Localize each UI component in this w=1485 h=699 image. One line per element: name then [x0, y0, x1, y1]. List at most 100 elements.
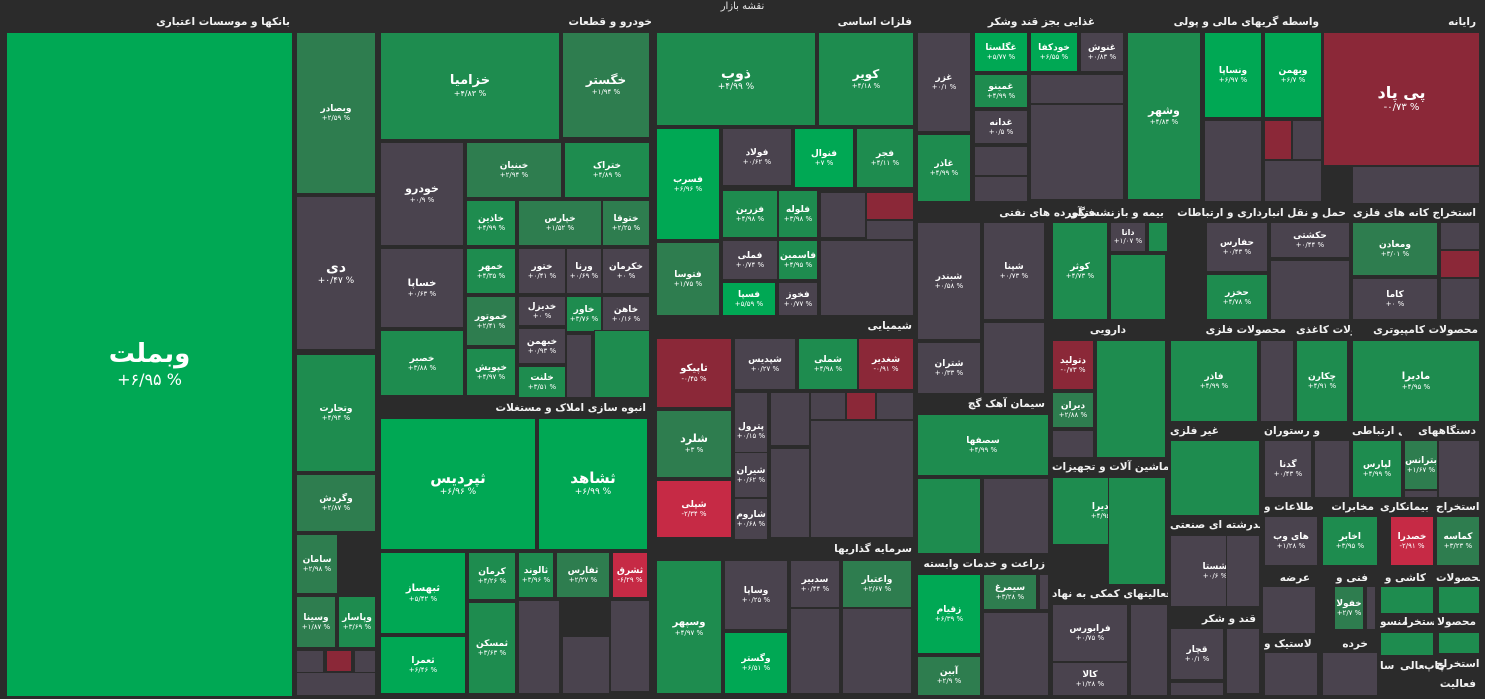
- stock-tile[interactable]: [820, 192, 866, 238]
- stock-tile[interactable]: [866, 192, 914, 220]
- stock-tile[interactable]: خفولا +۲/۷ %: [1334, 586, 1364, 630]
- stock-tile[interactable]: [770, 392, 810, 446]
- stock-tile[interactable]: [1052, 430, 1094, 458]
- stock-tile[interactable]: فاسمین +۴/۹۵ %: [778, 240, 818, 280]
- stock-tile[interactable]: غدانه +۰/۵ %: [974, 110, 1028, 144]
- stock-tile[interactable]: شاروم +۰/۶۸ %: [734, 498, 768, 540]
- stock-tile[interactable]: [1039, 574, 1049, 610]
- stock-tile[interactable]: فلوله +۳/۹۸ %: [778, 190, 818, 238]
- stock-tile[interactable]: [1270, 260, 1350, 320]
- stock-tile[interactable]: [1170, 682, 1224, 696]
- stock-tile[interactable]: خلنت +۳/۵۱ %: [518, 366, 566, 398]
- stock-tile[interactable]: [1108, 477, 1166, 585]
- stock-tile[interactable]: [1130, 604, 1168, 696]
- stock-tile[interactable]: [1110, 254, 1166, 320]
- stock-tile[interactable]: خصبر +۳/۸۸ %: [380, 330, 464, 396]
- stock-tile[interactable]: ختوقا +۲/۲۵ %: [602, 200, 650, 246]
- stock-tile[interactable]: سامان +۲/۹۸ %: [296, 534, 338, 594]
- stock-tile[interactable]: [983, 478, 1049, 554]
- stock-tile[interactable]: [983, 322, 1045, 394]
- stock-tile[interactable]: [1264, 120, 1292, 160]
- stock-tile[interactable]: دانا +۱/۰۷ %: [1110, 222, 1146, 252]
- stock-tile[interactable]: پی پاد -۰/۷۳ %: [1323, 32, 1480, 166]
- stock-tile[interactable]: ثمسکن +۳/۶۳ %: [468, 602, 516, 694]
- stock-tile[interactable]: [518, 600, 560, 694]
- stock-tile[interactable]: خبهمن +۰/۹۳ %: [518, 328, 566, 364]
- stock-tile[interactable]: شیران +۰/۶۲ %: [734, 452, 768, 498]
- stock-tile[interactable]: [1226, 535, 1260, 607]
- stock-tile[interactable]: قچار +۰/۱ %: [1170, 628, 1224, 680]
- stock-tile[interactable]: شغدیر -۰/۹۱ %: [858, 338, 914, 390]
- stock-tile[interactable]: وشهر +۴/۸۴ %: [1127, 32, 1201, 200]
- stock-tile[interactable]: [1438, 440, 1480, 498]
- stock-tile[interactable]: وگردش +۲/۸۷ %: [296, 474, 376, 532]
- stock-tile[interactable]: [1314, 440, 1350, 498]
- stock-tile[interactable]: بترانس +۱/۶۷ %: [1404, 440, 1438, 490]
- stock-tile[interactable]: خزامیا +۴/۸۳ %: [380, 32, 560, 140]
- stock-tile[interactable]: [1352, 166, 1480, 204]
- stock-tile[interactable]: [917, 478, 981, 554]
- stock-tile[interactable]: دی +۰/۴۷ %: [296, 196, 376, 350]
- stock-tile[interactable]: حخزر +۴/۷۸ %: [1206, 274, 1268, 320]
- stock-tile[interactable]: خساپا +۰/۶۳ %: [380, 248, 464, 328]
- stock-tile[interactable]: غزر +۰/۱ %: [917, 32, 971, 132]
- stock-tile[interactable]: [842, 608, 912, 694]
- stock-tile[interactable]: خصدرا -۲/۹۱ %: [1390, 516, 1434, 566]
- stock-tile[interactable]: وپاسار +۳/۶۹ %: [338, 596, 376, 648]
- stock-tile[interactable]: [1380, 632, 1434, 656]
- stock-tile[interactable]: وسینا +۱/۸۷ %: [296, 596, 336, 648]
- stock-tile[interactable]: ثپردیس +۶/۹۶ %: [380, 418, 536, 550]
- stock-tile[interactable]: [1380, 586, 1434, 614]
- stock-tile[interactable]: ومعادن +۳/۰۱ %: [1352, 222, 1438, 276]
- stock-tile[interactable]: [974, 146, 1028, 176]
- stock-tile[interactable]: وسپهر +۴/۹۷ %: [656, 560, 722, 694]
- stock-tile[interactable]: فملی +۰/۷۴ %: [722, 240, 778, 280]
- stock-tile[interactable]: ثبهساز +۵/۴۲ %: [380, 552, 466, 634]
- stock-tile[interactable]: خپویش +۴/۹۷ %: [466, 348, 516, 396]
- stock-tile[interactable]: [1226, 628, 1260, 694]
- stock-tile[interactable]: حکشتی +۰/۴۴ %: [1270, 222, 1350, 258]
- stock-tile[interactable]: [1260, 340, 1294, 422]
- stock-tile[interactable]: [1030, 74, 1124, 104]
- stock-tile[interactable]: فاذر +۴/۹۹ %: [1170, 340, 1258, 422]
- stock-tile[interactable]: وبملت +۶/۹۵ %: [6, 32, 293, 697]
- stock-tile[interactable]: فنوال +۷ %: [794, 128, 854, 188]
- stock-tile[interactable]: خمهر +۴/۳۵ %: [466, 248, 516, 294]
- stock-tile[interactable]: [846, 392, 876, 420]
- stock-tile[interactable]: [770, 448, 810, 538]
- stock-tile[interactable]: ذوب +۴/۹۹ %: [656, 32, 816, 126]
- stock-tile[interactable]: [610, 600, 650, 692]
- stock-tile[interactable]: ختراک +۴/۸۹ %: [564, 142, 650, 198]
- stock-tile[interactable]: [876, 392, 914, 420]
- stock-tile[interactable]: خگستر +۱/۹۴ %: [562, 32, 650, 138]
- stock-tile[interactable]: شتران +۰/۳۳ %: [917, 342, 981, 394]
- stock-tile[interactable]: [1440, 250, 1480, 278]
- stock-tile[interactable]: فتوسا +۱/۷۵ %: [656, 242, 720, 316]
- stock-tile[interactable]: خودرو +۰/۹ %: [380, 142, 464, 246]
- stock-tile[interactable]: [1264, 652, 1318, 696]
- stock-tile[interactable]: ثشاهد +۶/۹۹ %: [538, 418, 648, 550]
- stock-tile[interactable]: کویر +۴/۱۸ %: [818, 32, 914, 126]
- stock-tile[interactable]: غمینو +۴/۹۹ %: [974, 74, 1028, 108]
- stock-tile[interactable]: [1440, 278, 1480, 320]
- stock-tile[interactable]: دتولید -۰/۷۳ %: [1052, 340, 1094, 390]
- stock-tile[interactable]: ونساپا +۶/۹۷ %: [1204, 32, 1262, 118]
- stock-tile[interactable]: خکرمان +۰ %: [602, 248, 650, 294]
- stock-tile[interactable]: خموتور +۲/۴۱ %: [466, 296, 516, 346]
- stock-tile[interactable]: [296, 672, 376, 696]
- stock-tile[interactable]: [983, 612, 1049, 696]
- stock-tile[interactable]: شپنا +۰/۷۳ %: [983, 222, 1045, 320]
- stock-tile[interactable]: ثشرق -۶/۲۹ %: [612, 552, 648, 598]
- stock-tile[interactable]: ثفارس +۲/۲۷ %: [556, 552, 610, 598]
- stock-tile[interactable]: کاما +۰ %: [1352, 278, 1438, 320]
- stock-tile[interactable]: [594, 330, 650, 398]
- stock-tile[interactable]: حفارس +۰/۴۳ %: [1206, 222, 1268, 272]
- stock-tile[interactable]: [1262, 586, 1316, 634]
- stock-tile[interactable]: شبندر +۰/۵۸ %: [917, 222, 981, 340]
- stock-tile[interactable]: [1204, 120, 1262, 202]
- stock-tile[interactable]: غگلستا +۵/۷۷ %: [974, 32, 1028, 72]
- stock-tile[interactable]: [1404, 490, 1438, 498]
- stock-tile[interactable]: غاذر +۴/۹۹ %: [917, 134, 971, 202]
- stock-tile[interactable]: خدیزل +۰ %: [518, 296, 566, 326]
- stock-tile[interactable]: کالا +۱/۲۸ %: [1052, 662, 1128, 696]
